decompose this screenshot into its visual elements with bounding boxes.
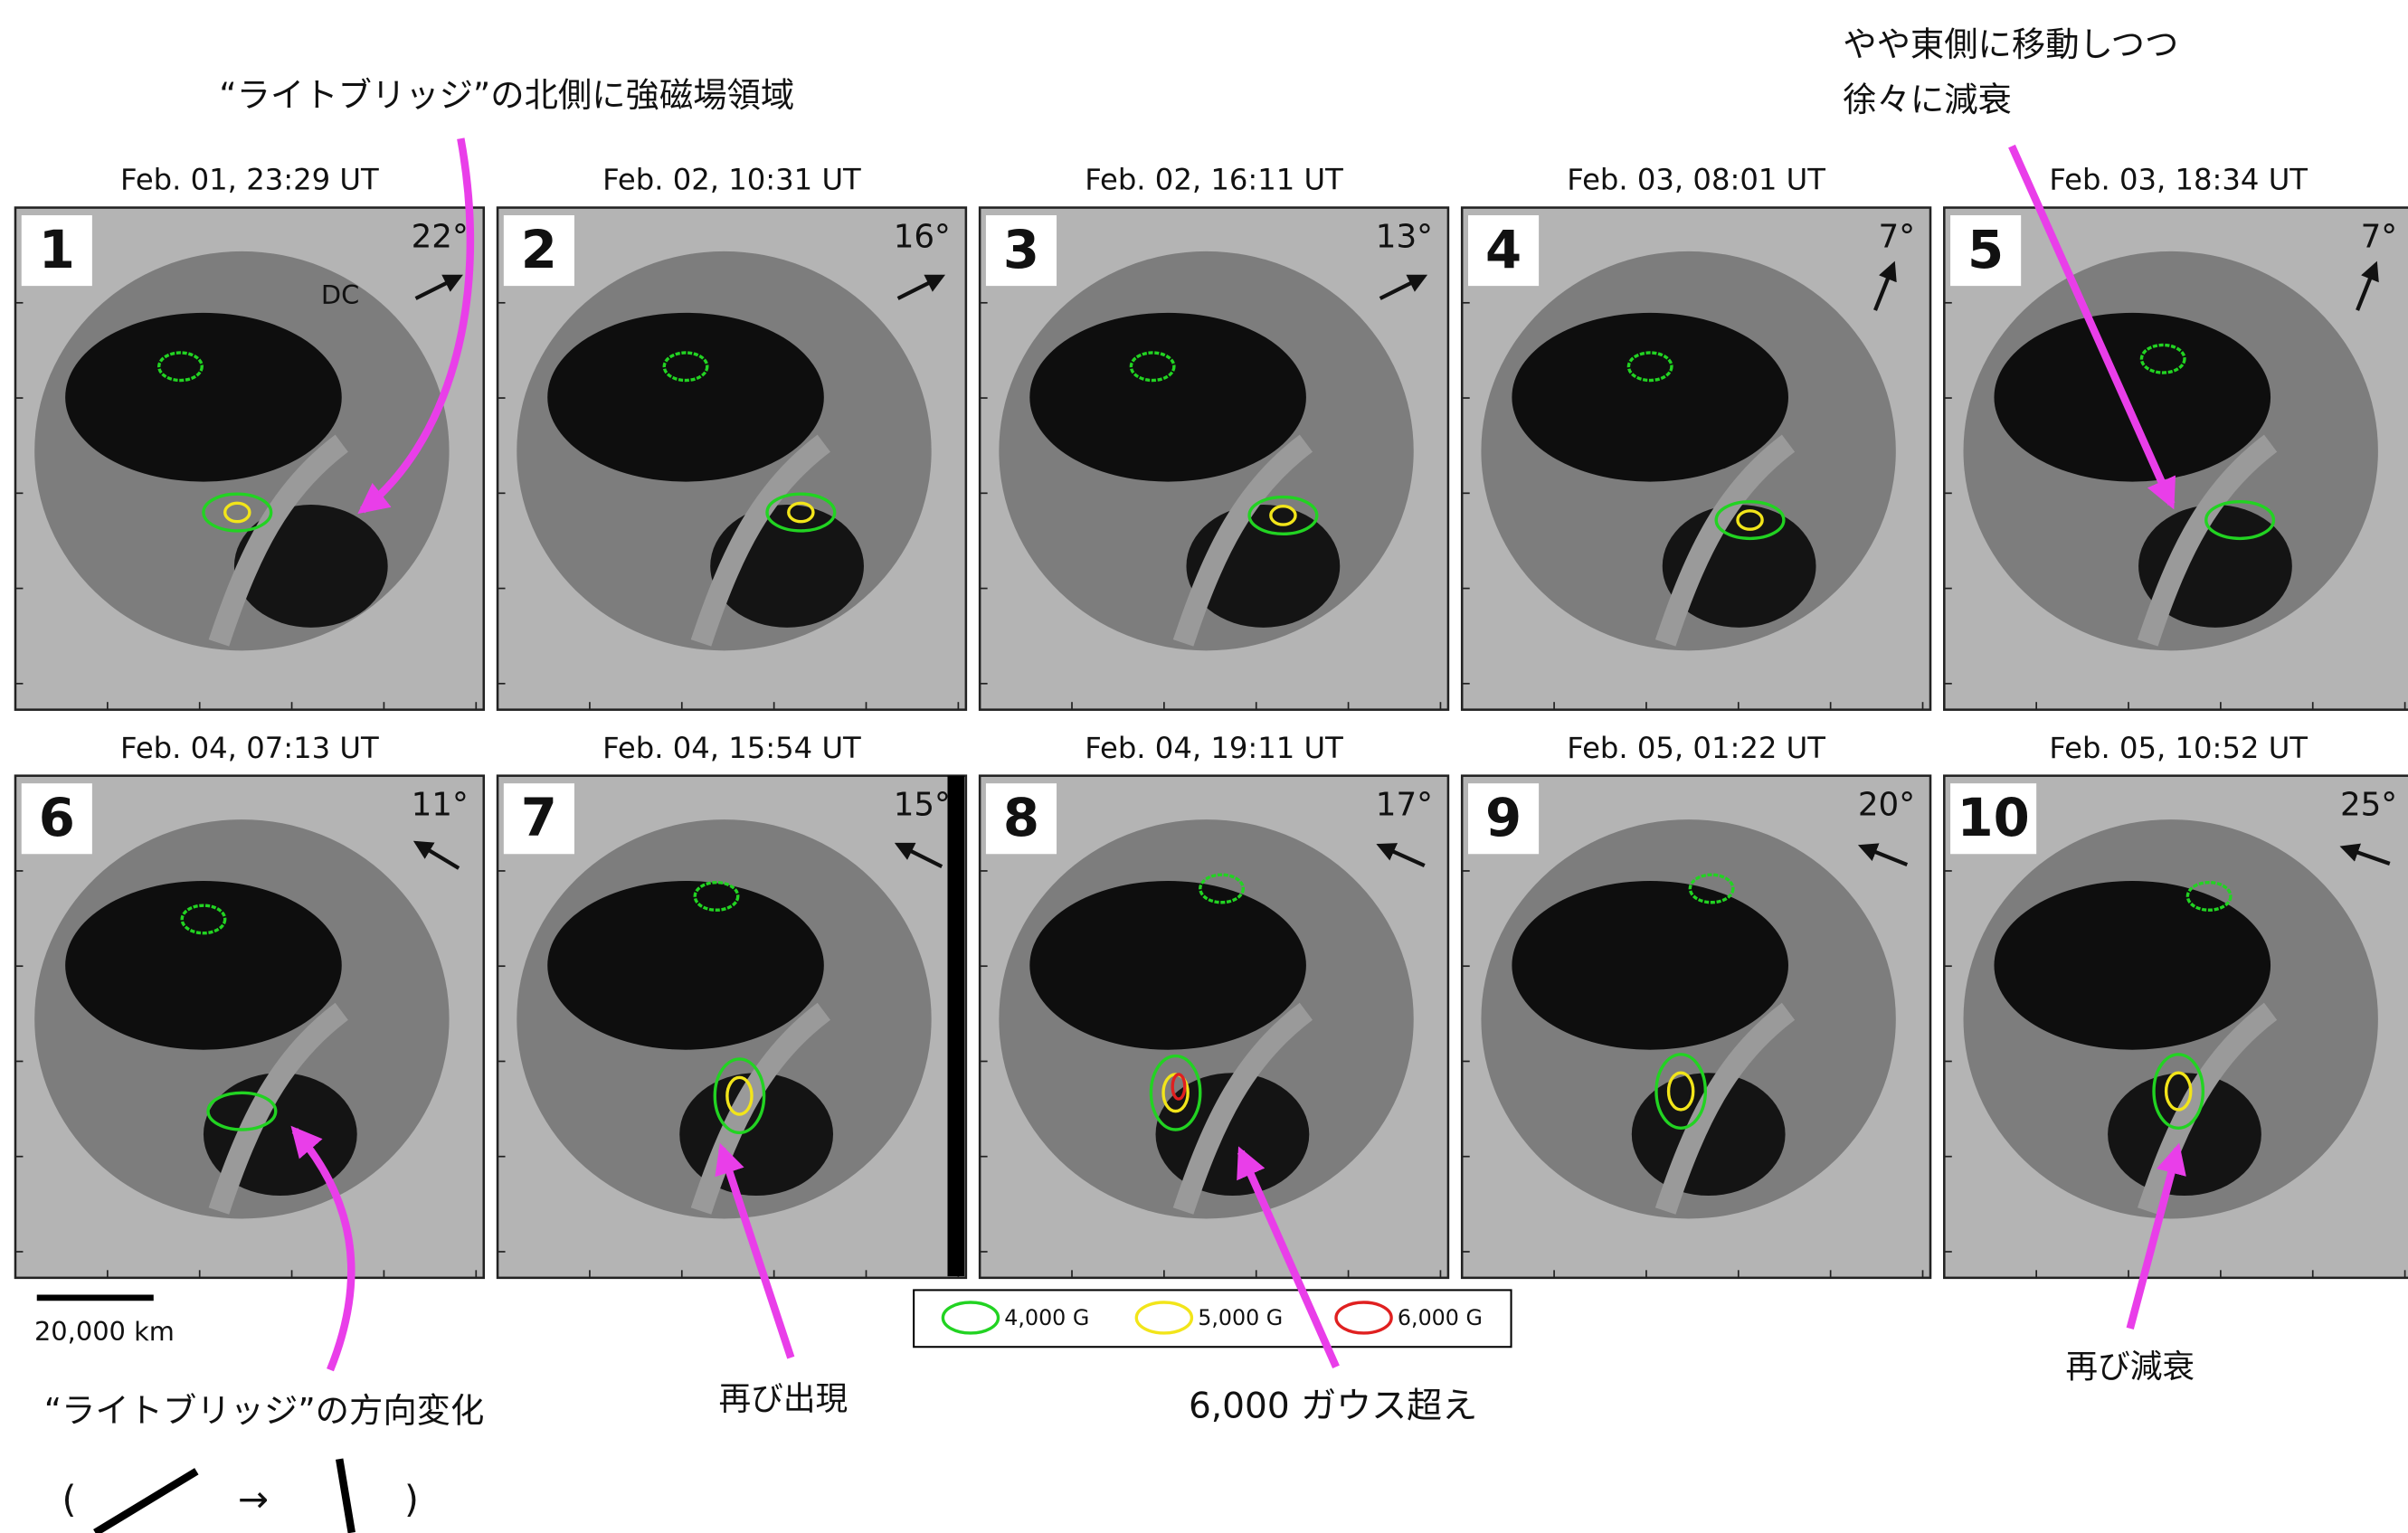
panel-date: Feb. 04, 07:13 UT [120, 731, 379, 765]
panel-number: 2 [521, 219, 557, 280]
dc-label: DC [321, 279, 359, 310]
angle-label: 20° [1858, 787, 1915, 824]
angle-label: 16° [894, 218, 951, 255]
umbra [1512, 313, 1788, 482]
angle-label: 11° [412, 787, 469, 824]
panel-date: Feb. 05, 10:52 UT [2049, 731, 2308, 765]
umbra [547, 313, 824, 482]
annotation: 徐々に減衰 [1843, 80, 2012, 119]
panel-number: 4 [1485, 219, 1522, 280]
panel-number: 1 [39, 219, 75, 280]
bracket: ( [62, 1478, 76, 1521]
panel-number: 5 [1967, 219, 2004, 280]
umbra [65, 313, 342, 482]
umbra [1994, 881, 2271, 1050]
angle-label: 25° [2340, 787, 2397, 824]
panel-number: 3 [1003, 219, 1039, 280]
panel-date: Feb. 02, 16:11 UT [1085, 163, 1343, 197]
annotation: “ライトブリッジ”の方向変化 [44, 1391, 485, 1431]
scale-label: 20,000 km [34, 1316, 175, 1347]
angle-label: 22° [412, 218, 469, 255]
orientation-line [95, 1471, 196, 1533]
legend: 4,000 G 5,000 G 6,000 G [943, 1302, 1482, 1333]
panel-number: 7 [521, 787, 557, 848]
umbra [1994, 313, 2271, 482]
umbra [1512, 881, 1788, 1050]
legend-label: 6,000 G [1398, 1305, 1483, 1330]
umbra [1029, 881, 1306, 1050]
panel-number: 10 [1957, 787, 2029, 848]
panel-date: Feb. 02, 10:31 UT [602, 163, 861, 197]
angle-label: 17° [1376, 787, 1433, 824]
umbra [1029, 313, 1306, 482]
panel-grid: Feb. 01, 23:29 UT 1 22° DC Feb. 02, 10:31 UT… [15, 163, 2408, 1278]
panel-number: 8 [1003, 787, 1039, 848]
umbra [547, 881, 824, 1050]
angle-label: 15° [894, 787, 951, 824]
panel-date: Feb. 03, 18:34 UT [2049, 163, 2308, 197]
panel-date: Feb. 04, 19:11 UT [1085, 731, 1343, 765]
orientation-line [339, 1459, 352, 1532]
panel-date: Feb. 01, 23:29 UT [120, 163, 379, 197]
bracket: ) [404, 1478, 419, 1521]
legend-label: 4,000 G [1004, 1305, 1089, 1330]
panel-date: Feb. 03, 08:01 UT [1567, 163, 1825, 197]
divider [947, 776, 964, 1276]
panel-date: Feb. 05, 01:22 UT [1567, 731, 1825, 765]
annotation: “ライトブリッジ”の北側に強磁場領域 [219, 75, 794, 115]
panel-number: 6 [39, 787, 75, 848]
panel-number: 9 [1485, 787, 1522, 848]
angle-label: 7° [1879, 218, 1916, 255]
arrow-symbol: → [238, 1478, 269, 1521]
figure: “ライトブリッジ”の北側に強磁場領域 やや東側に移動しつつ 徐々に減衰 Feb.… [0, 0, 2408, 1533]
angle-label: 7° [2361, 218, 2398, 255]
annotation: やや東側に移動しつつ [1843, 24, 2178, 64]
annotation: 再び減衰 [2065, 1348, 2195, 1386]
annotation: 再び出現 [719, 1381, 848, 1418]
panel-date: Feb. 04, 15:54 UT [602, 731, 861, 765]
annotation: 6,000 ガウス超え [1189, 1386, 1477, 1427]
legend-label: 5,000 G [1198, 1305, 1283, 1330]
angle-label: 13° [1376, 218, 1433, 255]
